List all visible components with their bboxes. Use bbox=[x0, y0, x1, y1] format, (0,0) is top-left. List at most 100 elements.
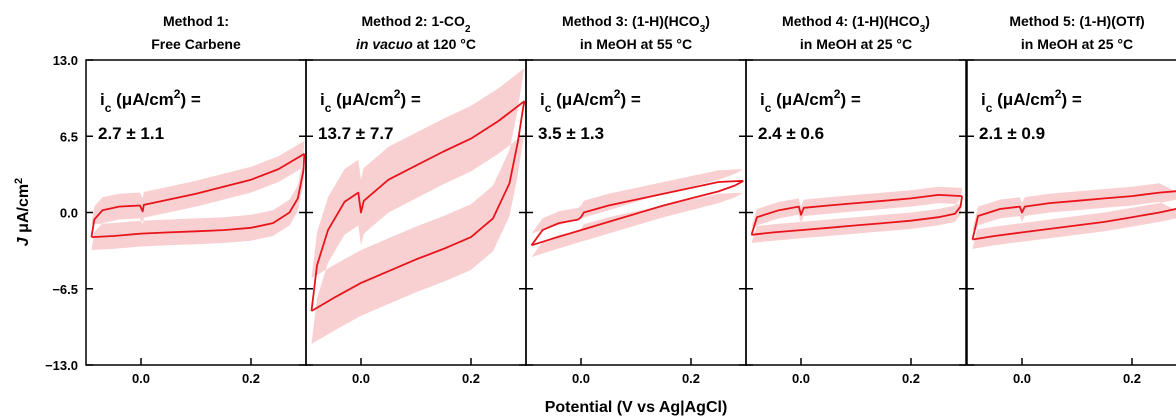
y-axis-label: J μA/cm2 bbox=[13, 178, 32, 246]
x-axis-label: Potential (V vs Ag|AgCl) bbox=[545, 399, 728, 416]
title-subscript: 3 bbox=[700, 24, 706, 35]
error-band bbox=[972, 183, 1176, 249]
ic-subscript: c bbox=[105, 101, 112, 115]
error-band bbox=[91, 140, 305, 250]
ic-symbol: i bbox=[320, 90, 325, 109]
ic-unit: (μA/cm bbox=[551, 90, 613, 109]
cv-forward-trace bbox=[972, 208, 1176, 241]
title-text: in MeOH at 55 °C bbox=[580, 36, 692, 52]
panel-title-line1: Method 2: 1-CO2 bbox=[361, 13, 470, 35]
x-tick-label: 0.2 bbox=[462, 371, 480, 386]
ic-unit: (μA/cm bbox=[771, 90, 833, 109]
ic-symbol: i bbox=[760, 90, 765, 109]
ic-symbol: i bbox=[540, 90, 545, 109]
title-italic: in vacuo bbox=[356, 36, 413, 52]
ic-unit: (μA/cm bbox=[111, 90, 173, 109]
x-tick-label: 0.0 bbox=[792, 371, 810, 386]
ic-equals: ) = bbox=[840, 90, 860, 109]
ic-value: 2.4 ± 0.6 bbox=[758, 124, 824, 143]
ic-symbol: i bbox=[981, 90, 986, 109]
y-tick-label: 13.0 bbox=[53, 53, 78, 68]
error-band bbox=[311, 68, 525, 344]
x-tick-label: 0.0 bbox=[132, 371, 150, 386]
y-tick-label: 6.5 bbox=[60, 129, 78, 144]
ic-superscript: 2 bbox=[614, 87, 621, 101]
ic-superscript: 2 bbox=[174, 87, 181, 101]
title-text: at 120 °C bbox=[413, 36, 476, 52]
title-subscript: 2 bbox=[465, 24, 471, 35]
x-tick-label: 0.2 bbox=[902, 371, 920, 386]
panel-title-line1: Method 3: (1-H)(HCO3) bbox=[562, 13, 710, 35]
panel-title-line2: in MeOH at 55 °C bbox=[580, 36, 692, 52]
cv-reverse-trace bbox=[90, 153, 305, 238]
panel-title-line2: Free Carbene bbox=[151, 36, 241, 52]
y-axis-label-sup: 2 bbox=[13, 178, 25, 184]
panel-title-line2: in vacuo at 120 °C bbox=[356, 36, 476, 52]
title-text-end: ) bbox=[925, 13, 930, 29]
ic-value: 2.1 ± 0.9 bbox=[979, 124, 1045, 143]
cv-forward-trace bbox=[311, 100, 526, 312]
ic-label: ic (μA/cm2) = bbox=[320, 87, 421, 115]
ic-subscript: c bbox=[325, 101, 332, 115]
ic-label: ic (μA/cm2) = bbox=[981, 87, 1082, 115]
cv-forward-trace bbox=[91, 153, 306, 238]
cv-forward-trace bbox=[751, 195, 963, 236]
ic-label: ic (μA/cm2) = bbox=[760, 87, 861, 115]
title-text: in MeOH at 25 °C bbox=[1021, 36, 1133, 52]
y-tick-label: 0.0 bbox=[60, 206, 78, 221]
ic-label: ic (μA/cm2) = bbox=[540, 87, 641, 115]
ic-subscript: c bbox=[986, 101, 993, 115]
title-subscript: 3 bbox=[920, 24, 926, 35]
ic-superscript: 2 bbox=[394, 87, 401, 101]
panel-title-line2: in MeOH at 25 °C bbox=[1021, 36, 1133, 52]
panel-5: 0.0 0.2 Method 5: (1-H)(OTf) in MeOH at 25 … bbox=[966, 13, 1176, 386]
cv-reverse-trace bbox=[971, 190, 1176, 240]
panel-title-line1: Method 5: (1-H)(OTf) bbox=[1009, 13, 1144, 29]
ic-symbol: i bbox=[100, 90, 105, 109]
title-text: Method 5: (1-H)(OTf) bbox=[1009, 13, 1144, 29]
ic-subscript: c bbox=[765, 101, 772, 115]
ic-label: ic (μA/cm2) = bbox=[100, 87, 201, 115]
x-tick-label: 0.2 bbox=[242, 371, 260, 386]
panel-1: 13.0 6.5 0.0 −6.5 −13.0 0.0 0.2 Method 1: Free C… bbox=[45, 13, 307, 386]
ic-equals: ) = bbox=[180, 90, 200, 109]
title-text: Method 2: 1-CO bbox=[361, 13, 465, 29]
ic-value: 13.7 ± 7.7 bbox=[318, 124, 394, 143]
ic-unit: (μA/cm bbox=[992, 90, 1054, 109]
panel-title-line1: Method 1: bbox=[163, 13, 229, 29]
x-tick-label: 0.0 bbox=[352, 371, 370, 386]
y-axis-label-rest: μA/cm bbox=[15, 184, 32, 237]
y-axis-label-italic: J bbox=[15, 236, 32, 246]
ic-superscript: 2 bbox=[1055, 87, 1062, 101]
panel-title-line2: in MeOH at 25 °C bbox=[800, 36, 912, 52]
cv-reverse-trace bbox=[750, 193, 963, 236]
title-text: Method 1: bbox=[163, 13, 229, 29]
title-text: Method 4: (1-H)(HCO bbox=[782, 13, 920, 29]
panel-title-line1: Method 4: (1-H)(HCO3) bbox=[782, 13, 930, 35]
cv-reverse-trace bbox=[310, 100, 525, 312]
ic-equals: ) = bbox=[400, 90, 420, 109]
error-band bbox=[751, 186, 963, 243]
y-tick-label: −6.5 bbox=[52, 282, 78, 297]
ic-equals: ) = bbox=[1061, 90, 1081, 109]
title-text: Method 3: (1-H)(HCO bbox=[562, 13, 700, 29]
ic-unit: (μA/cm bbox=[331, 90, 393, 109]
cv-reverse-trace bbox=[530, 179, 744, 246]
x-tick-label: 0.0 bbox=[572, 371, 590, 386]
x-tick-label: 0.2 bbox=[1123, 371, 1141, 386]
ic-value: 2.7 ± 1.1 bbox=[98, 124, 164, 143]
y-tick-label: −13.0 bbox=[45, 358, 78, 373]
panels: 13.0 6.5 0.0 −6.5 −13.0 0.0 0.2 Method 1: Free C… bbox=[45, 13, 1176, 386]
ic-superscript: 2 bbox=[834, 87, 841, 101]
title-text: Free Carbene bbox=[151, 36, 241, 52]
title-text: in MeOH at 25 °C bbox=[800, 36, 912, 52]
cv-forward-trace bbox=[531, 180, 744, 247]
x-tick-label: 0.0 bbox=[1013, 371, 1031, 386]
ic-subscript: c bbox=[545, 101, 552, 115]
ic-equals: ) = bbox=[620, 90, 640, 109]
title-text-end: ) bbox=[705, 13, 710, 29]
x-tick-label: 0.2 bbox=[682, 371, 700, 386]
